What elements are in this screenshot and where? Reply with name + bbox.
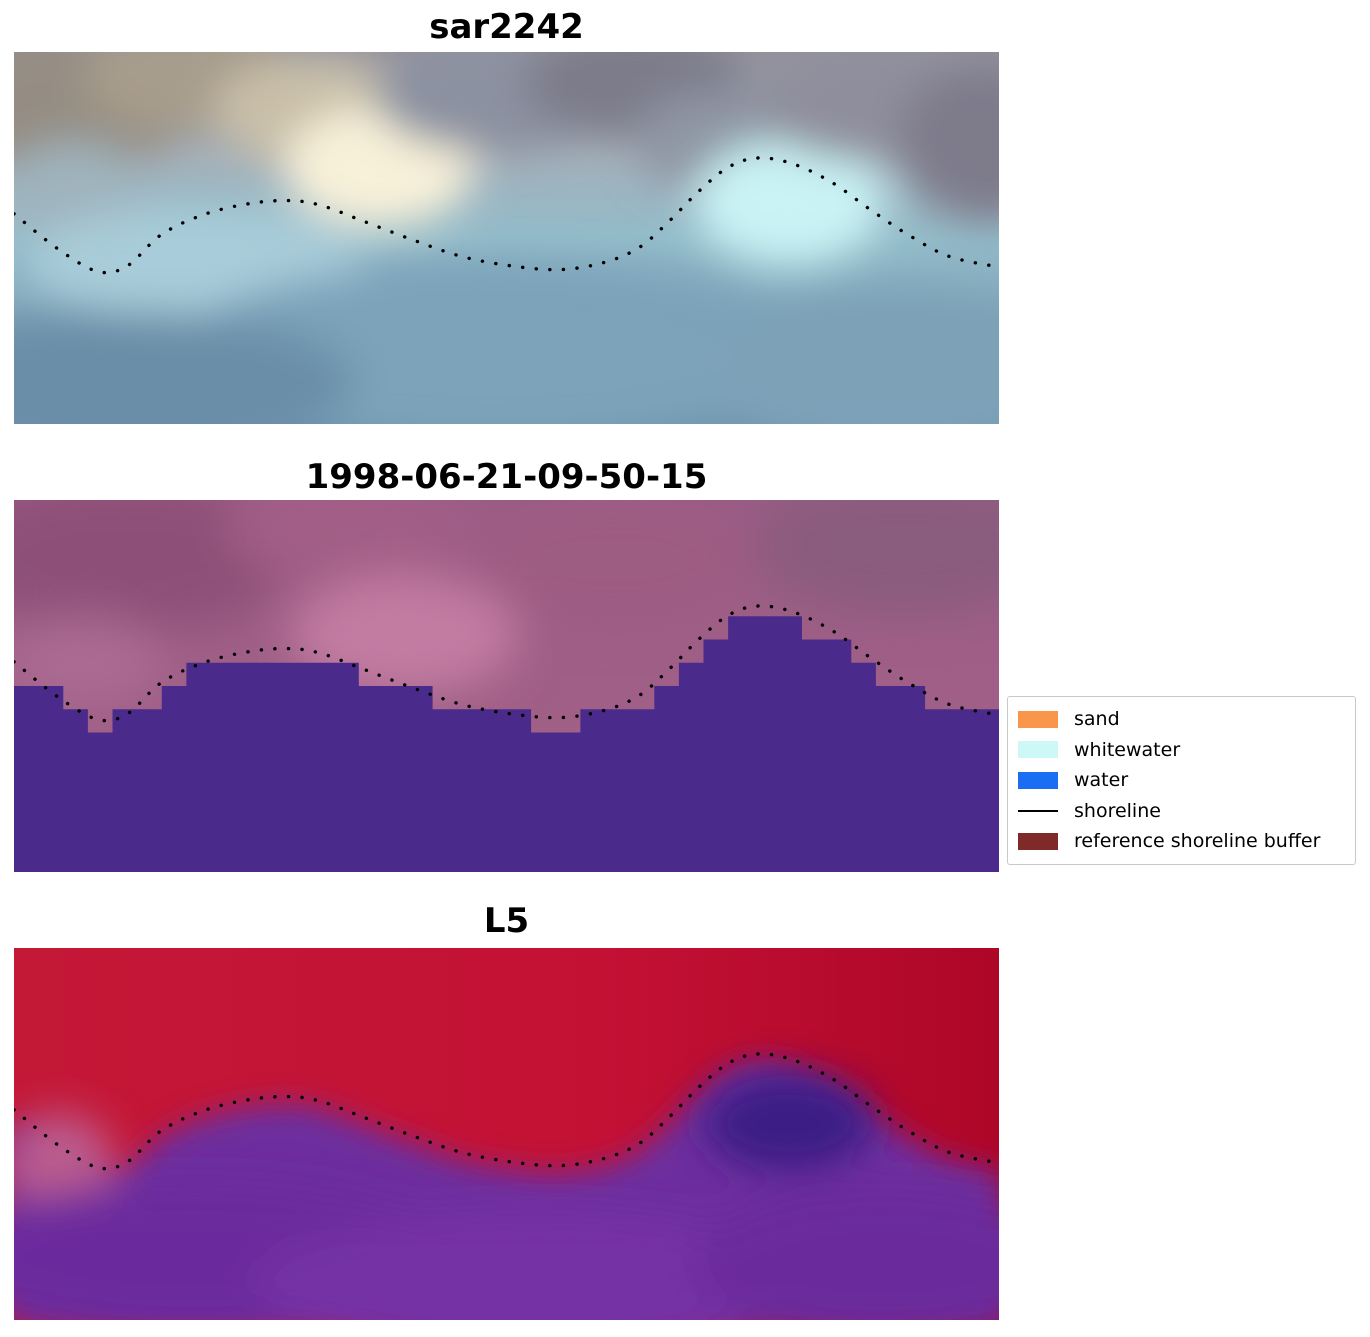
shoreline-dotted-line bbox=[14, 1052, 999, 1171]
shoreline-dotted-line bbox=[14, 156, 999, 275]
legend-item-reference-buffer: reference shoreline buffer bbox=[1018, 826, 1345, 857]
l5-texture-blobs bbox=[14, 1075, 999, 1320]
panel2-title: 1998-06-21-09-50-15 bbox=[305, 457, 708, 497]
legend-box: sand whitewater water shoreline referenc… bbox=[1007, 696, 1356, 865]
legend-item-whitewater: whitewater bbox=[1018, 735, 1345, 766]
shoreline-dotted-line bbox=[14, 604, 999, 723]
panel1-title: sar2242 bbox=[429, 7, 584, 47]
panel-sar2242-image bbox=[14, 52, 999, 424]
water-color-swatch bbox=[1018, 771, 1058, 789]
panel-l5-image bbox=[14, 948, 999, 1320]
legend-item-shoreline: shoreline bbox=[1018, 796, 1345, 827]
panel3-title: L5 bbox=[483, 901, 530, 941]
legend-label: shoreline bbox=[1074, 799, 1161, 822]
legend-item-sand: sand bbox=[1018, 704, 1345, 735]
legend-item-water: water bbox=[1018, 765, 1345, 796]
sar-texture-blobs bbox=[14, 52, 999, 424]
legend-label: sand bbox=[1074, 708, 1120, 731]
legend-label: reference shoreline buffer bbox=[1074, 830, 1321, 853]
shoreline-line-swatch bbox=[1018, 809, 1058, 812]
buffer-texture-blobs bbox=[14, 500, 999, 705]
panel-classified-image bbox=[14, 500, 999, 872]
water-class-region bbox=[14, 616, 999, 872]
sand-color-swatch bbox=[1018, 710, 1058, 728]
legend-label: water bbox=[1074, 769, 1129, 792]
reference-buffer-color-swatch bbox=[1018, 832, 1058, 850]
whitewater-color-swatch bbox=[1018, 741, 1058, 759]
legend-label: whitewater bbox=[1074, 738, 1181, 761]
